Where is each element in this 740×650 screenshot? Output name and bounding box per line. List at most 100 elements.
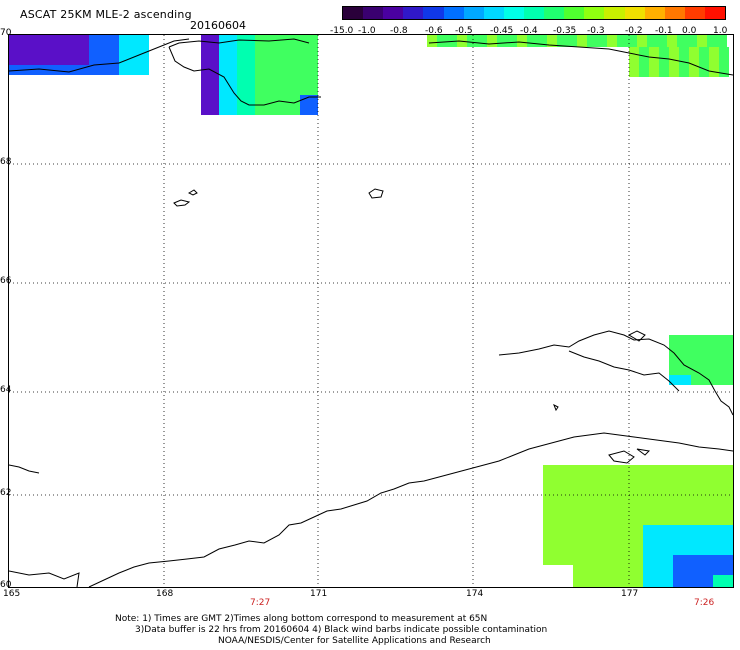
swath-cell — [683, 585, 693, 587]
swath-cell — [309, 55, 318, 65]
swath-cell — [653, 515, 663, 525]
color-scale-swatch — [564, 7, 585, 19]
color-scale-label: -0.2 — [625, 26, 643, 36]
swath-cell — [677, 35, 687, 47]
swath-cell — [553, 485, 563, 495]
swath-cell — [669, 375, 680, 385]
swath-cell — [593, 565, 603, 575]
swath-cell — [210, 45, 219, 55]
swath-cell — [723, 515, 733, 525]
swath-cell — [228, 75, 237, 85]
color-scale-swatch — [604, 7, 625, 19]
swath-cell — [693, 565, 703, 575]
swath-cell — [697, 35, 707, 47]
swath-cell — [19, 35, 29, 45]
swath-cell — [19, 55, 29, 65]
swath-cell — [623, 525, 633, 535]
swath-cell — [99, 45, 109, 55]
swath-cell — [613, 475, 623, 485]
swath-cell — [683, 505, 693, 515]
swath-cell — [723, 535, 733, 545]
swath-cell — [643, 575, 653, 585]
swath-cell — [693, 505, 703, 515]
color-scale-label: -0.35 — [553, 26, 577, 36]
swath-cell — [663, 505, 673, 515]
swath-cell — [669, 355, 680, 365]
swath-cell — [309, 95, 318, 105]
swath-cell — [237, 45, 246, 55]
swath-cell — [633, 465, 643, 475]
swath-cell — [309, 85, 318, 95]
color-scale-swatch — [624, 7, 645, 19]
swath-cell — [109, 65, 119, 75]
swath-cell — [669, 47, 679, 77]
color-scale-label: -0.3 — [587, 26, 605, 36]
swath-cell — [291, 65, 300, 75]
swath-cell — [583, 515, 593, 525]
swath-cell — [603, 585, 613, 587]
swath-cell — [228, 95, 237, 105]
swath-cell — [583, 465, 593, 475]
swath-cell — [264, 75, 273, 85]
color-scale-label: -0.8 — [390, 26, 408, 36]
swath-cell — [683, 535, 693, 545]
color-scale-label: -1.0 — [358, 26, 376, 36]
swath-cell — [255, 85, 264, 95]
swath-cell — [119, 55, 129, 65]
swath-cell — [713, 475, 723, 485]
swath-cell — [583, 575, 593, 585]
swath-cell — [709, 47, 719, 77]
swath-cell — [210, 105, 219, 115]
swath-cell — [282, 45, 291, 55]
swath-cell — [653, 545, 663, 555]
swath-cell — [703, 505, 713, 515]
swath-cell — [477, 35, 487, 47]
color-scale-swatch — [403, 7, 424, 19]
grid-lines — [9, 35, 733, 587]
swath-cell — [219, 105, 228, 115]
swath-cell — [119, 65, 129, 75]
swath-cell — [273, 45, 282, 55]
swath-cell — [663, 515, 673, 525]
swath-cell — [673, 535, 683, 545]
swath-cell — [699, 47, 709, 77]
swath-cell — [129, 35, 139, 45]
swath-cell — [553, 535, 563, 545]
swath-cell — [693, 535, 703, 545]
swath-cell — [264, 35, 273, 45]
swath-cell — [201, 95, 210, 105]
swath-cell — [282, 55, 291, 65]
product-date: 20160604 — [190, 19, 246, 32]
swath-cell — [583, 535, 593, 545]
color-scale-swatch — [503, 7, 524, 19]
swath-cell — [563, 525, 573, 535]
color-scale-swatch — [584, 7, 605, 19]
swath-cell — [603, 505, 613, 515]
swath-cell — [603, 565, 613, 575]
swath-cell — [683, 465, 693, 475]
swath-cell — [282, 65, 291, 75]
swath-cell — [613, 495, 623, 505]
swath-cell — [109, 35, 119, 45]
swath-cell — [89, 55, 99, 65]
swath-cell — [633, 545, 643, 555]
swath-cell — [246, 95, 255, 105]
swath-cell — [593, 525, 603, 535]
swath-cell — [246, 75, 255, 85]
swath-cell — [527, 35, 537, 47]
swath-cell — [683, 475, 693, 485]
swath-cell — [228, 105, 237, 115]
color-scale-swatch — [684, 7, 705, 19]
swath-cell — [693, 555, 703, 565]
swath-cell — [593, 475, 603, 485]
swath-cell — [683, 565, 693, 575]
swath-cell — [657, 35, 667, 47]
swath-cell — [553, 545, 563, 555]
swath-cell — [643, 475, 653, 485]
swath-cell — [29, 55, 39, 65]
swath-cell — [109, 55, 119, 65]
swath-cell — [583, 555, 593, 565]
swath-cell — [649, 47, 659, 77]
color-scale-bar — [342, 6, 726, 20]
swath-cell — [603, 495, 613, 505]
